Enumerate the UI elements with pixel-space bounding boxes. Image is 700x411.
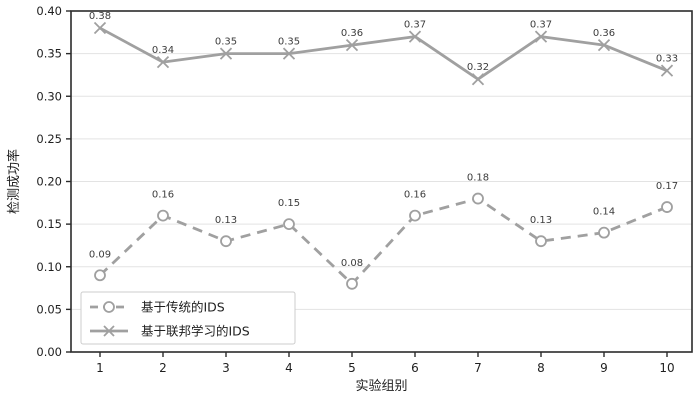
data-point-label: 0.08 (341, 258, 363, 269)
x-tick-label: 8 (537, 361, 545, 375)
data-point-label: 0.14 (593, 207, 615, 218)
x-tick-label: 7 (474, 361, 482, 375)
data-point-marker (157, 209, 169, 222)
data-point-label: 0.16 (404, 190, 426, 201)
data-point-label: 0.09 (89, 249, 111, 260)
legend-item-0: 基于传统的IDS (90, 300, 225, 315)
legend-box (80, 291, 296, 345)
y-tick-label: 0.30 (36, 89, 62, 103)
data-point-label: 0.34 (152, 45, 174, 56)
data-point-marker (283, 218, 295, 231)
gridlines (71, 53, 692, 310)
data-point-label: 0.36 (593, 28, 615, 39)
x-axis-title: 实验组别 (355, 378, 407, 394)
x-tick-label: 1 (96, 361, 104, 375)
data-point-marker (346, 277, 358, 290)
x-tick-label: 9 (600, 361, 608, 375)
data-point-label: 0.35 (215, 37, 237, 48)
data-point-label: 0.18 (467, 173, 489, 184)
data-point-label: 0.13 (530, 215, 552, 226)
y-tick-label: 0.00 (36, 345, 62, 359)
series-line (99, 197, 668, 286)
x-tick-label: 6 (411, 361, 419, 375)
y-tick-label: 0.25 (36, 132, 62, 146)
x-tick-label: 2 (159, 361, 167, 375)
legend-label: 基于传统的IDS (141, 300, 225, 315)
legend: 基于传统的IDS 基于联邦学习的IDS (80, 291, 296, 345)
y-axis-title: 检测成功率 (6, 149, 22, 214)
data-point-label: 0.16 (152, 190, 174, 201)
data-point-marker (156, 56, 170, 69)
data-point-marker (345, 38, 359, 52)
data-point-marker (220, 235, 232, 248)
data-point-marker (598, 226, 610, 239)
x-tick-label: 4 (285, 361, 293, 375)
data-point-label: 0.38 (89, 11, 111, 22)
series-line (99, 26, 668, 81)
y-tick-label: 0.10 (36, 260, 62, 274)
data-point-label: 0.15 (278, 198, 300, 209)
data-point-marker (471, 73, 485, 86)
y-tick-label: 0.20 (36, 175, 62, 189)
data-point-label: 0.36 (341, 28, 363, 39)
data-point-marker (409, 209, 421, 222)
series-federated-ids: 0.38 0.34 0.35 0.35 0.36 0.37 0.32 0.37 0.36 0.33 (89, 11, 678, 86)
data-point-marker (94, 269, 106, 282)
y-tick-label: 0.35 (36, 47, 62, 61)
data-point-label: 0.33 (656, 54, 678, 65)
legend-marker-circle (103, 301, 115, 313)
data-point-marker (661, 201, 673, 213)
data-point-marker (535, 235, 547, 248)
y-tick-label: 0.15 (36, 217, 62, 231)
y-axis: 0.00 0.05 0.10 0.15 0.20 0.25 0.30 0.35 0.40 (36, 4, 71, 359)
data-point-label: 0.13 (215, 215, 237, 226)
x-axis: 1 2 3 4 5 6 7 8 9 10 (96, 352, 675, 375)
data-point-label: 0.37 (404, 20, 426, 31)
data-point-label: 0.32 (467, 62, 489, 73)
legend-label: 基于联邦学习的IDS (141, 324, 250, 339)
x-tick-label: 5 (348, 361, 356, 375)
data-point-marker (472, 192, 484, 205)
data-point-marker (408, 30, 422, 43)
x-tick-label: 10 (659, 361, 674, 375)
data-point-marker (282, 47, 296, 60)
x-tick-label: 3 (222, 361, 230, 375)
data-point-label: 0.35 (278, 37, 300, 48)
y-tick-label: 0.05 (36, 302, 62, 316)
data-point-label: 0.37 (530, 20, 552, 31)
legend-item-1: 基于联邦学习的IDS (90, 324, 250, 339)
data-point-marker (660, 64, 674, 77)
data-point-marker (219, 47, 233, 60)
y-tick-label: 0.40 (36, 4, 62, 18)
legend-marker-x (103, 325, 115, 337)
data-point-label: 0.17 (656, 181, 678, 192)
data-point-marker (597, 38, 611, 52)
series-traditional-ids: 0.09 0.16 0.13 0.15 0.08 0.16 0.18 0.13 0.14 0.17 (89, 173, 678, 290)
data-point-marker (93, 21, 107, 35)
data-point-marker (534, 30, 548, 43)
